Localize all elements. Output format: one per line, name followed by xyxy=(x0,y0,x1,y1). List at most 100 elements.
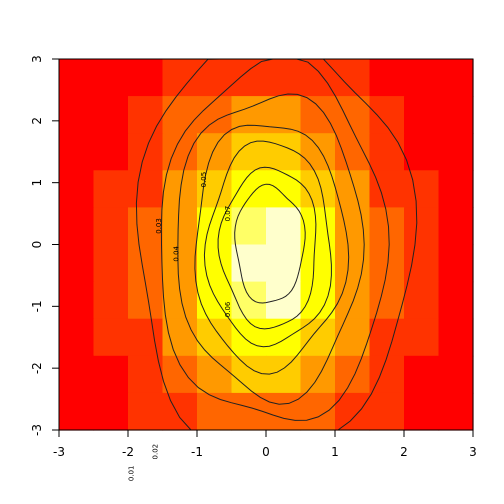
heatmap-cell xyxy=(301,59,336,97)
heatmap-cell xyxy=(59,393,94,431)
heatmap-cell xyxy=(128,96,163,134)
heatmap-cell xyxy=(266,170,301,208)
heatmap-cell xyxy=(335,356,370,394)
heatmap-cell xyxy=(232,59,267,97)
heatmap-cell xyxy=(266,282,301,320)
heatmap-cell xyxy=(266,356,301,394)
heatmap-cell xyxy=(94,96,129,134)
heatmap-cell xyxy=(266,245,301,283)
heatmap-cell xyxy=(59,133,94,171)
heatmap-cell xyxy=(266,319,301,357)
x-axis: -3 -2 -1 0 1 2 3 xyxy=(53,430,477,459)
heatmap-cell xyxy=(128,356,163,394)
heatmap-cell xyxy=(59,170,94,208)
heatmap-cell xyxy=(335,282,370,320)
heatmap-cell xyxy=(94,133,129,171)
heatmap-cell xyxy=(404,319,439,357)
heatmap-cell xyxy=(59,319,94,357)
y-tick-label: 0 xyxy=(30,241,44,249)
heatmap-cell xyxy=(59,59,94,97)
heatmap-cell xyxy=(301,393,336,431)
heatmap-cell xyxy=(404,356,439,394)
y-tick-label: -3 xyxy=(30,424,44,436)
heatmap-cell xyxy=(163,170,198,208)
heatmap-cell xyxy=(94,207,129,245)
heatmap-cell xyxy=(163,356,198,394)
contour-label: 0.03 xyxy=(155,218,163,234)
heatmap-cell xyxy=(301,356,336,394)
heatmap-cell xyxy=(163,282,198,320)
heatmap-cell xyxy=(439,393,474,431)
y-tick-label: 2 xyxy=(30,117,44,125)
heatmap-cell xyxy=(266,59,301,97)
heatmap-cell xyxy=(128,393,163,431)
heatmap-cell xyxy=(128,282,163,320)
contour-label: 0.04 xyxy=(172,245,180,261)
heatmap-cell xyxy=(94,393,129,431)
heatmap-cell xyxy=(128,319,163,357)
heatmap-cell xyxy=(197,319,232,357)
heatmap-cell xyxy=(128,59,163,97)
heatmap-cell xyxy=(94,170,129,208)
heatmap-cell xyxy=(301,319,336,357)
heatmap-cell xyxy=(404,282,439,320)
heatmap-cell xyxy=(439,133,474,171)
heatmap-cell xyxy=(439,319,474,357)
heatmap-cell xyxy=(94,319,129,357)
heatmap-cell xyxy=(163,207,198,245)
heatmap-cell xyxy=(197,133,232,171)
heatmap-cell xyxy=(335,133,370,171)
y-tick-label: 3 xyxy=(30,55,44,63)
x-tick-label: -3 xyxy=(53,445,65,459)
heatmap-cell xyxy=(232,393,267,431)
heatmap-cell xyxy=(128,170,163,208)
heatmap-cell xyxy=(232,170,267,208)
heatmap-cell xyxy=(94,282,129,320)
heatmap-cell xyxy=(266,207,301,245)
heatmap-cell xyxy=(197,59,232,97)
heatmap-cell xyxy=(439,282,474,320)
heatmap-cell xyxy=(439,207,474,245)
x-tick-label: 0 xyxy=(262,445,270,459)
heatmap-cell xyxy=(59,245,94,283)
heatmap-cell xyxy=(301,133,336,171)
heatmap-cell xyxy=(301,207,336,245)
heatmap-cell xyxy=(59,356,94,394)
contour-label: 0.07 xyxy=(224,206,232,222)
heatmap-cell xyxy=(94,356,129,394)
heatmap-cells xyxy=(59,59,474,431)
contour-label: 0.02 xyxy=(152,444,160,460)
contour-label: 0.05 xyxy=(200,172,208,188)
heatmap-cell xyxy=(439,356,474,394)
heatmap-cell xyxy=(94,59,129,97)
heatmap-cell xyxy=(301,96,336,134)
y-tick-label: 1 xyxy=(30,179,44,187)
x-tick-label: 1 xyxy=(331,445,339,459)
heatmap-cell xyxy=(232,319,267,357)
heatmap-cell xyxy=(232,133,267,171)
heatmap-cell xyxy=(163,319,198,357)
heatmap-cell xyxy=(163,96,198,134)
heatmap-cell xyxy=(335,245,370,283)
heatmap-cell xyxy=(232,356,267,394)
x-tick-label: -1 xyxy=(191,445,203,459)
heatmap-cell xyxy=(163,393,198,431)
heatmap-cell xyxy=(232,207,267,245)
heatmap-cell xyxy=(439,170,474,208)
heatmap-cell xyxy=(59,282,94,320)
x-tick-label: -2 xyxy=(122,445,134,459)
heatmap-cell xyxy=(370,96,405,134)
heatmap-cell xyxy=(404,393,439,431)
heatmap-cell xyxy=(335,319,370,357)
heatmap-cell xyxy=(370,59,405,97)
contour-label: 0.06 xyxy=(224,301,232,317)
heatmap-cell xyxy=(197,393,232,431)
heatmap-cell xyxy=(266,393,301,431)
heatmap-cell xyxy=(404,133,439,171)
heatmap-cell xyxy=(370,245,405,283)
heatmap-cell xyxy=(335,207,370,245)
heatmap-cell xyxy=(94,245,129,283)
heatmap-cell xyxy=(197,356,232,394)
heatmap-cell xyxy=(59,96,94,134)
